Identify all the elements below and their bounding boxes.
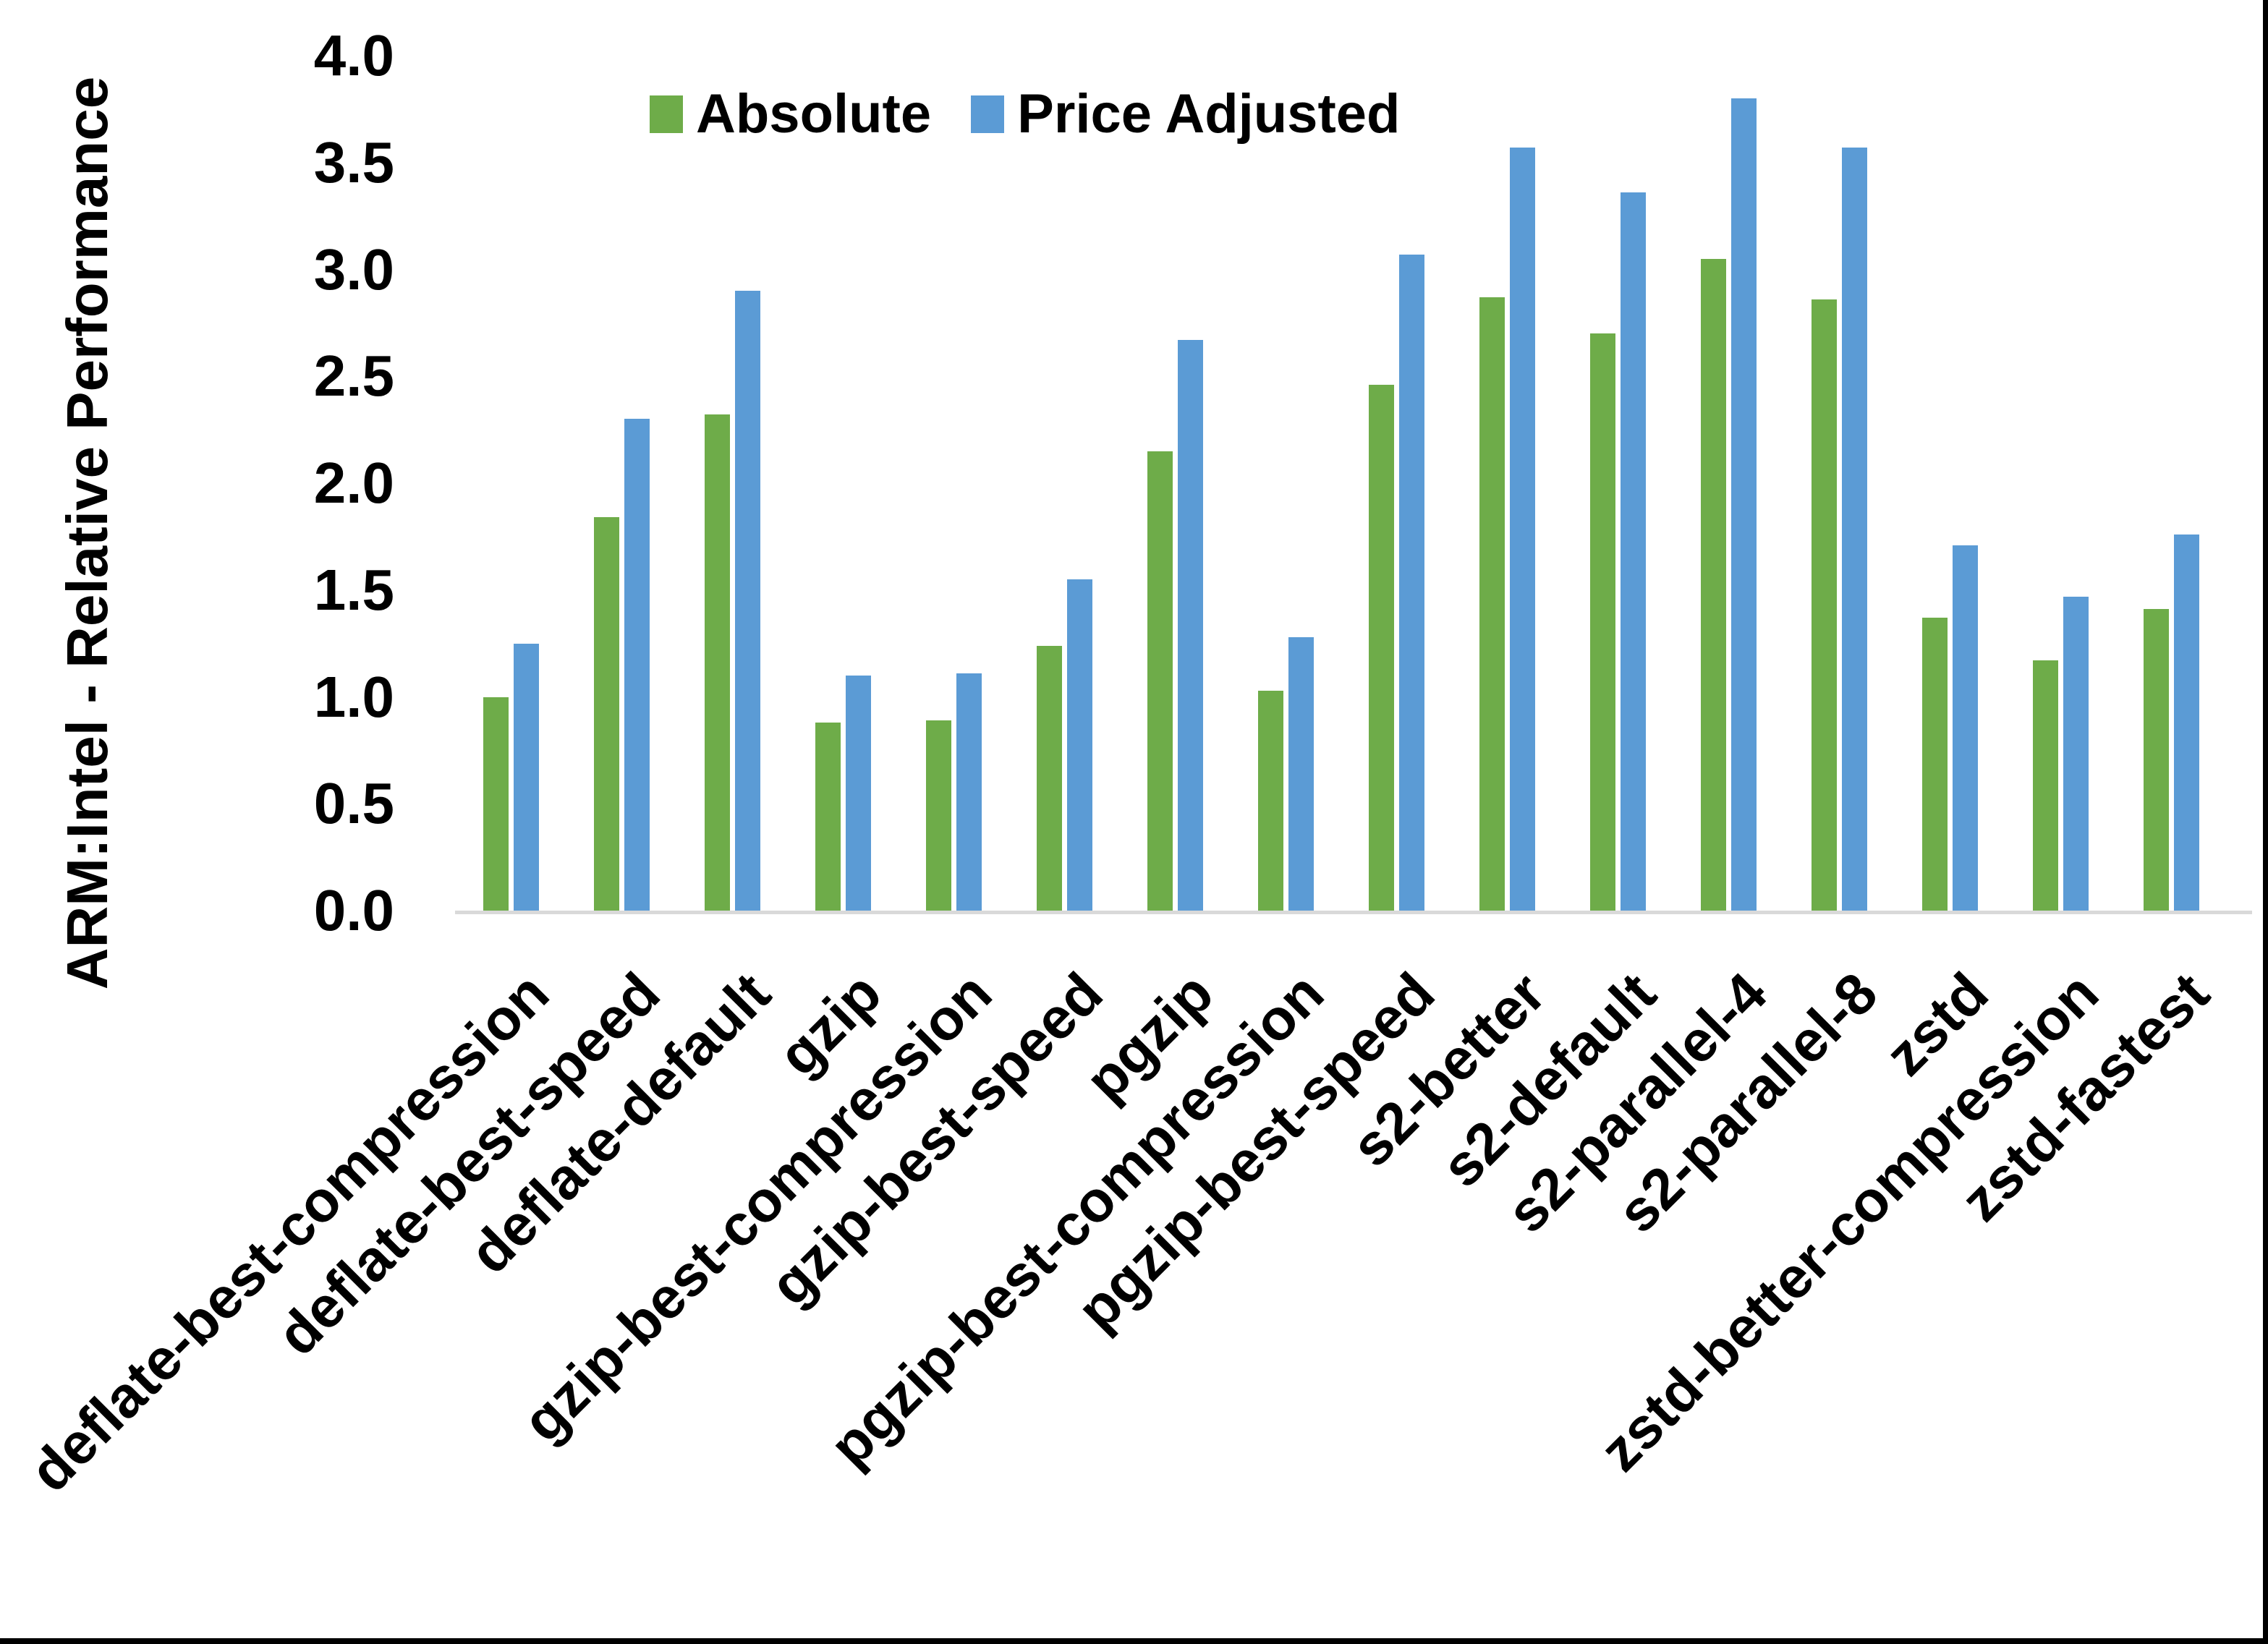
legend-swatch-price-adjusted: [971, 95, 1005, 133]
bar-price-adjusted-gzip: [846, 675, 871, 911]
bar-absolute-pgzip-best-speed: [1369, 385, 1394, 911]
bar-absolute-s2-better: [1479, 297, 1505, 911]
bar-absolute-zstd-fastest: [2144, 609, 2169, 911]
bar-price-adjusted-gzip-best-speed: [1067, 579, 1092, 911]
y-axis-tick-label: 3.5: [313, 129, 394, 195]
bar-price-adjusted-zstd-better-compression: [2063, 596, 2089, 911]
bar-absolute-s2-parallel-8: [1812, 299, 1837, 911]
bar-price-adjusted-s2-better: [1510, 148, 1535, 911]
legend-label-absolute: Absolute: [696, 83, 932, 145]
bar-price-adjusted-s2-default: [1621, 192, 1646, 911]
legend-swatch-absolute: [650, 95, 683, 133]
bar-absolute-pgzip-best-compression: [1258, 690, 1283, 911]
bar-price-adjusted-zstd: [1953, 545, 1978, 911]
bar-absolute-s2-default: [1590, 333, 1615, 911]
bar-price-adjusted-s2-parallel-4: [1731, 98, 1757, 911]
bar-price-adjusted-zstd-fastest: [2174, 534, 2199, 911]
bar-price-adjusted-pgzip-best-compression: [1288, 636, 1314, 911]
y-axis-tick-label: 2.5: [313, 344, 394, 409]
bar-price-adjusted-pgzip: [1178, 340, 1203, 911]
y-axis-tick-label: 1.0: [313, 664, 394, 729]
bar-absolute-zstd-better-compression: [2033, 660, 2058, 911]
y-axis-tick-label: 0.0: [313, 878, 394, 942]
bar-absolute-zstd: [1922, 618, 1948, 911]
bar-price-adjusted-deflate-default: [735, 291, 760, 911]
y-axis-tick-label: 3.0: [313, 237, 394, 302]
bar-absolute-deflate-best-compression: [483, 697, 509, 911]
bar-absolute-s2-parallel-4: [1701, 258, 1726, 911]
bar-absolute-deflate-default: [705, 414, 730, 911]
bar-absolute-gzip: [815, 722, 841, 911]
bar-price-adjusted-gzip-best-compression: [956, 673, 982, 911]
legend-item-absolute: Absolute: [650, 85, 931, 143]
bar-price-adjusted-deflate-best-speed: [624, 419, 650, 911]
legend: Absolute Price Adjusted: [650, 85, 1400, 143]
x-axis-line: [455, 911, 2252, 914]
y-axis-tick-label: 1.5: [313, 557, 394, 622]
bar-price-adjusted-s2-parallel-8: [1842, 148, 1867, 911]
y-axis-title: ARM:Intel - Relative Performance: [55, 76, 119, 990]
legend-item-price-adjusted: Price Adjusted: [971, 85, 1400, 143]
bar-absolute-pgzip: [1147, 451, 1173, 911]
bar-price-adjusted-pgzip-best-speed: [1399, 254, 1424, 911]
y-axis-tick-label: 4.0: [313, 23, 394, 88]
bar-price-adjusted-deflate-best-compression: [514, 643, 539, 911]
bar-absolute-deflate-best-speed: [594, 517, 619, 911]
y-axis-tick-label: 0.5: [313, 771, 394, 836]
bar-absolute-gzip-best-compression: [926, 720, 951, 911]
y-axis-tick-label: 2.0: [313, 451, 394, 515]
bar-absolute-gzip-best-speed: [1037, 645, 1062, 911]
legend-label-price-adjusted: Price Adjusted: [1017, 83, 1401, 145]
